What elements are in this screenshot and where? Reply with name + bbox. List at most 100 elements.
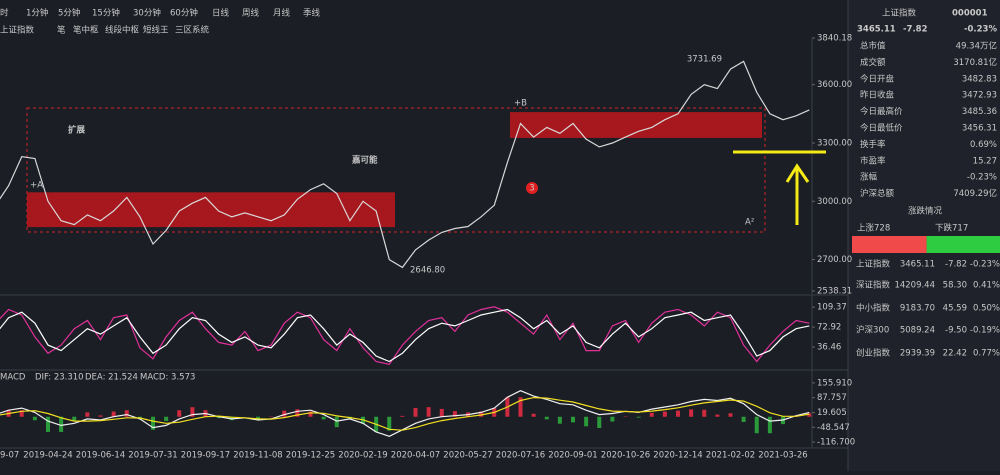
macd-bar [335, 417, 339, 427]
macd-bar [427, 407, 431, 417]
interval-tab[interactable]: 周线 [242, 8, 260, 19]
stat-label: 今日最低价 [860, 123, 903, 134]
index-price: 5089.24 [900, 326, 935, 336]
x-tick-label: 2020-07-16 [496, 451, 545, 461]
stat-value: 3472.93 [962, 91, 997, 101]
interval-tab[interactable]: 日线 [212, 8, 230, 19]
y-tick-label: 109.37 [817, 303, 847, 313]
index-name: 创业指数 [856, 348, 891, 359]
y-tick-label: 2538.31 [817, 287, 852, 297]
macd-bar [164, 417, 168, 421]
stat-label: 涨幅 [860, 172, 878, 183]
macd-bar [414, 408, 418, 417]
interval-tab[interactable]: 30分钟 [133, 8, 161, 19]
indicator-tab[interactable]: 笔 [57, 25, 66, 36]
annotation: +B [514, 99, 527, 109]
y-tick-label: 36.46 [817, 343, 841, 353]
y-tick-label: -48.547 [817, 423, 850, 433]
index-name: 上证指数 [856, 259, 891, 270]
annotation: 2646.80 [410, 265, 445, 275]
stat-label: 沪深总额 [860, 188, 895, 199]
macd-bar [46, 417, 50, 432]
index-price: 9183.70 [900, 304, 935, 314]
index-change: -7.82 [945, 260, 967, 270]
macd-bar [755, 417, 759, 433]
macd-bar [715, 415, 719, 417]
index-pct: 0.41% [973, 281, 1000, 291]
stat-label: 昨日收盘 [860, 90, 895, 101]
index-change: 45.59 [943, 304, 967, 314]
breadth-bar-down [927, 236, 1000, 253]
macd-bar [676, 411, 680, 417]
index-name: 中小指数 [856, 303, 891, 314]
indicator-tab[interactable]: 三区系统 [175, 25, 210, 36]
macd-bar [322, 417, 326, 420]
x-tick-label: 2019-04-24 [23, 451, 72, 461]
indicator-tab[interactable]: 笔中枢 [73, 25, 99, 36]
x-tick-label: 2020-09-01 [548, 451, 597, 461]
macd-bar [125, 410, 129, 417]
index-name: 沪深300 [856, 325, 889, 336]
indicator-tab[interactable]: 上证指数 [0, 25, 35, 36]
quote-name: 上证指数 [882, 8, 917, 19]
x-tick-label: 2020-12-14 [653, 451, 702, 461]
index-price: 3465.11 [900, 260, 935, 270]
macd-bar [650, 413, 654, 417]
macd-bar [545, 417, 549, 420]
y-tick-label: 19.605 [817, 408, 847, 418]
stat-label: 换手率 [860, 139, 886, 150]
legend-item: DEA: 21.524 [85, 373, 138, 383]
x-tick-label: 2019-09-17 [181, 451, 230, 461]
zone [27, 192, 395, 227]
macd-bar [729, 413, 733, 416]
index-pct: 0.50% [973, 304, 1000, 314]
macd-bar [597, 417, 601, 428]
stat-label: 总市值 [860, 41, 886, 52]
breadth-bar-up [852, 236, 927, 253]
macd-bar [584, 417, 588, 427]
y-tick-label: 3000.00 [817, 197, 852, 207]
stat-value: 3170.81亿 [953, 57, 997, 68]
y-tick-label: -116.700 [817, 438, 855, 448]
annotation: 嘉可能 [351, 155, 378, 166]
interval-tab[interactable]: 1分钟 [26, 8, 48, 19]
indicator-tab[interactable]: 线段中枢 [105, 25, 140, 36]
x-tick-label: 2019-11-08 [233, 451, 282, 461]
macd-bar [558, 417, 562, 424]
y-tick-label: 3600.00 [817, 80, 852, 90]
stat-label: 今日最高价 [860, 106, 903, 117]
index-name: 深证指数 [856, 280, 891, 291]
index-price: 2939.39 [900, 349, 935, 359]
interval-tab[interactable]: 5分钟 [58, 8, 80, 19]
stat-value: 49.34万亿 [956, 41, 997, 52]
interval-tab[interactable]: 时 [0, 8, 9, 19]
quote-price: 3465.11 [857, 25, 896, 35]
index-change: 58.30 [943, 281, 967, 291]
breadth-title: 涨跌情况 [908, 206, 943, 217]
x-tick-label: 2021-03-26 [758, 451, 807, 461]
interval-tab[interactable]: 季线 [303, 8, 321, 19]
macd-bar [663, 412, 667, 417]
stat-value: 0.69% [970, 140, 997, 150]
zone [510, 112, 762, 138]
macd-bar [177, 410, 181, 417]
x-tick-label: 2019-06-14 [76, 451, 125, 461]
macd-bar [637, 417, 641, 418]
stat-label: 今日开盘 [860, 73, 895, 84]
indicator-tab[interactable]: 短线王 [143, 25, 169, 36]
macd-bar [742, 417, 746, 422]
macd-bar [610, 417, 614, 422]
stat-value: -0.23% [967, 173, 997, 183]
macd-bar [689, 409, 693, 416]
macd-bar [99, 415, 103, 416]
y-tick-label: 2700.00 [817, 255, 852, 265]
x-tick-label: 9-07 [0, 451, 19, 461]
interval-tab[interactable]: 15分钟 [92, 8, 120, 19]
breadth-up: 上涨728 [857, 223, 890, 234]
stat-value: 7409.29亿 [953, 188, 997, 199]
x-tick-label: 2020-02-19 [338, 451, 387, 461]
interval-tab[interactable]: 60分钟 [170, 8, 198, 19]
stat-value: 3456.31 [962, 124, 997, 134]
interval-tab[interactable]: 月线 [273, 8, 291, 19]
macd-bar [571, 417, 575, 423]
